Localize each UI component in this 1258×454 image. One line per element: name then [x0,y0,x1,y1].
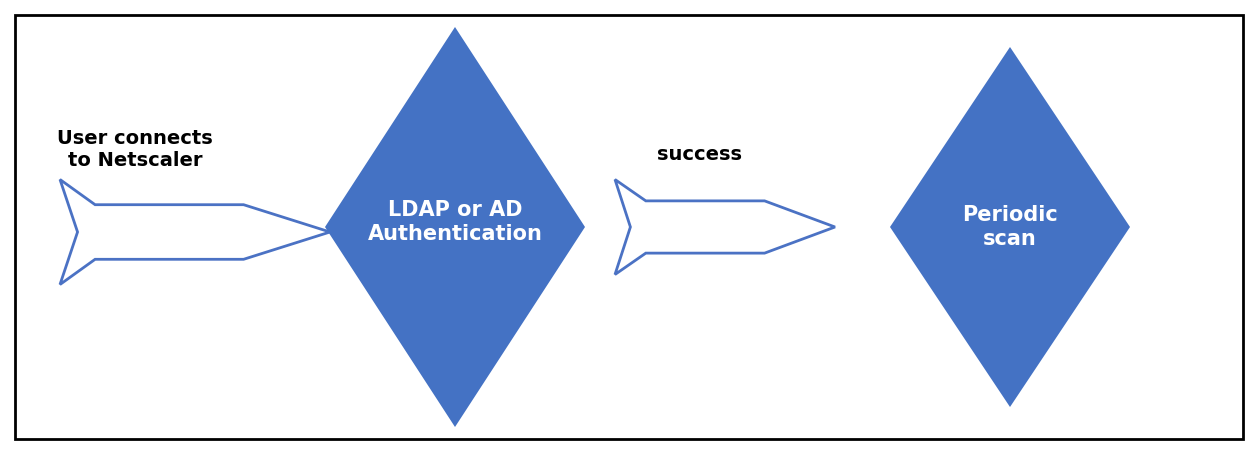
Polygon shape [615,179,835,275]
Text: success: success [658,145,742,164]
FancyBboxPatch shape [15,15,1243,439]
Polygon shape [889,47,1130,407]
Text: LDAP or AD
Authentication: LDAP or AD Authentication [367,200,542,244]
Text: Periodic
scan: Periodic scan [962,205,1058,249]
Polygon shape [60,179,330,285]
Polygon shape [325,27,585,427]
Text: User connects
to Netscaler: User connects to Netscaler [57,128,213,169]
